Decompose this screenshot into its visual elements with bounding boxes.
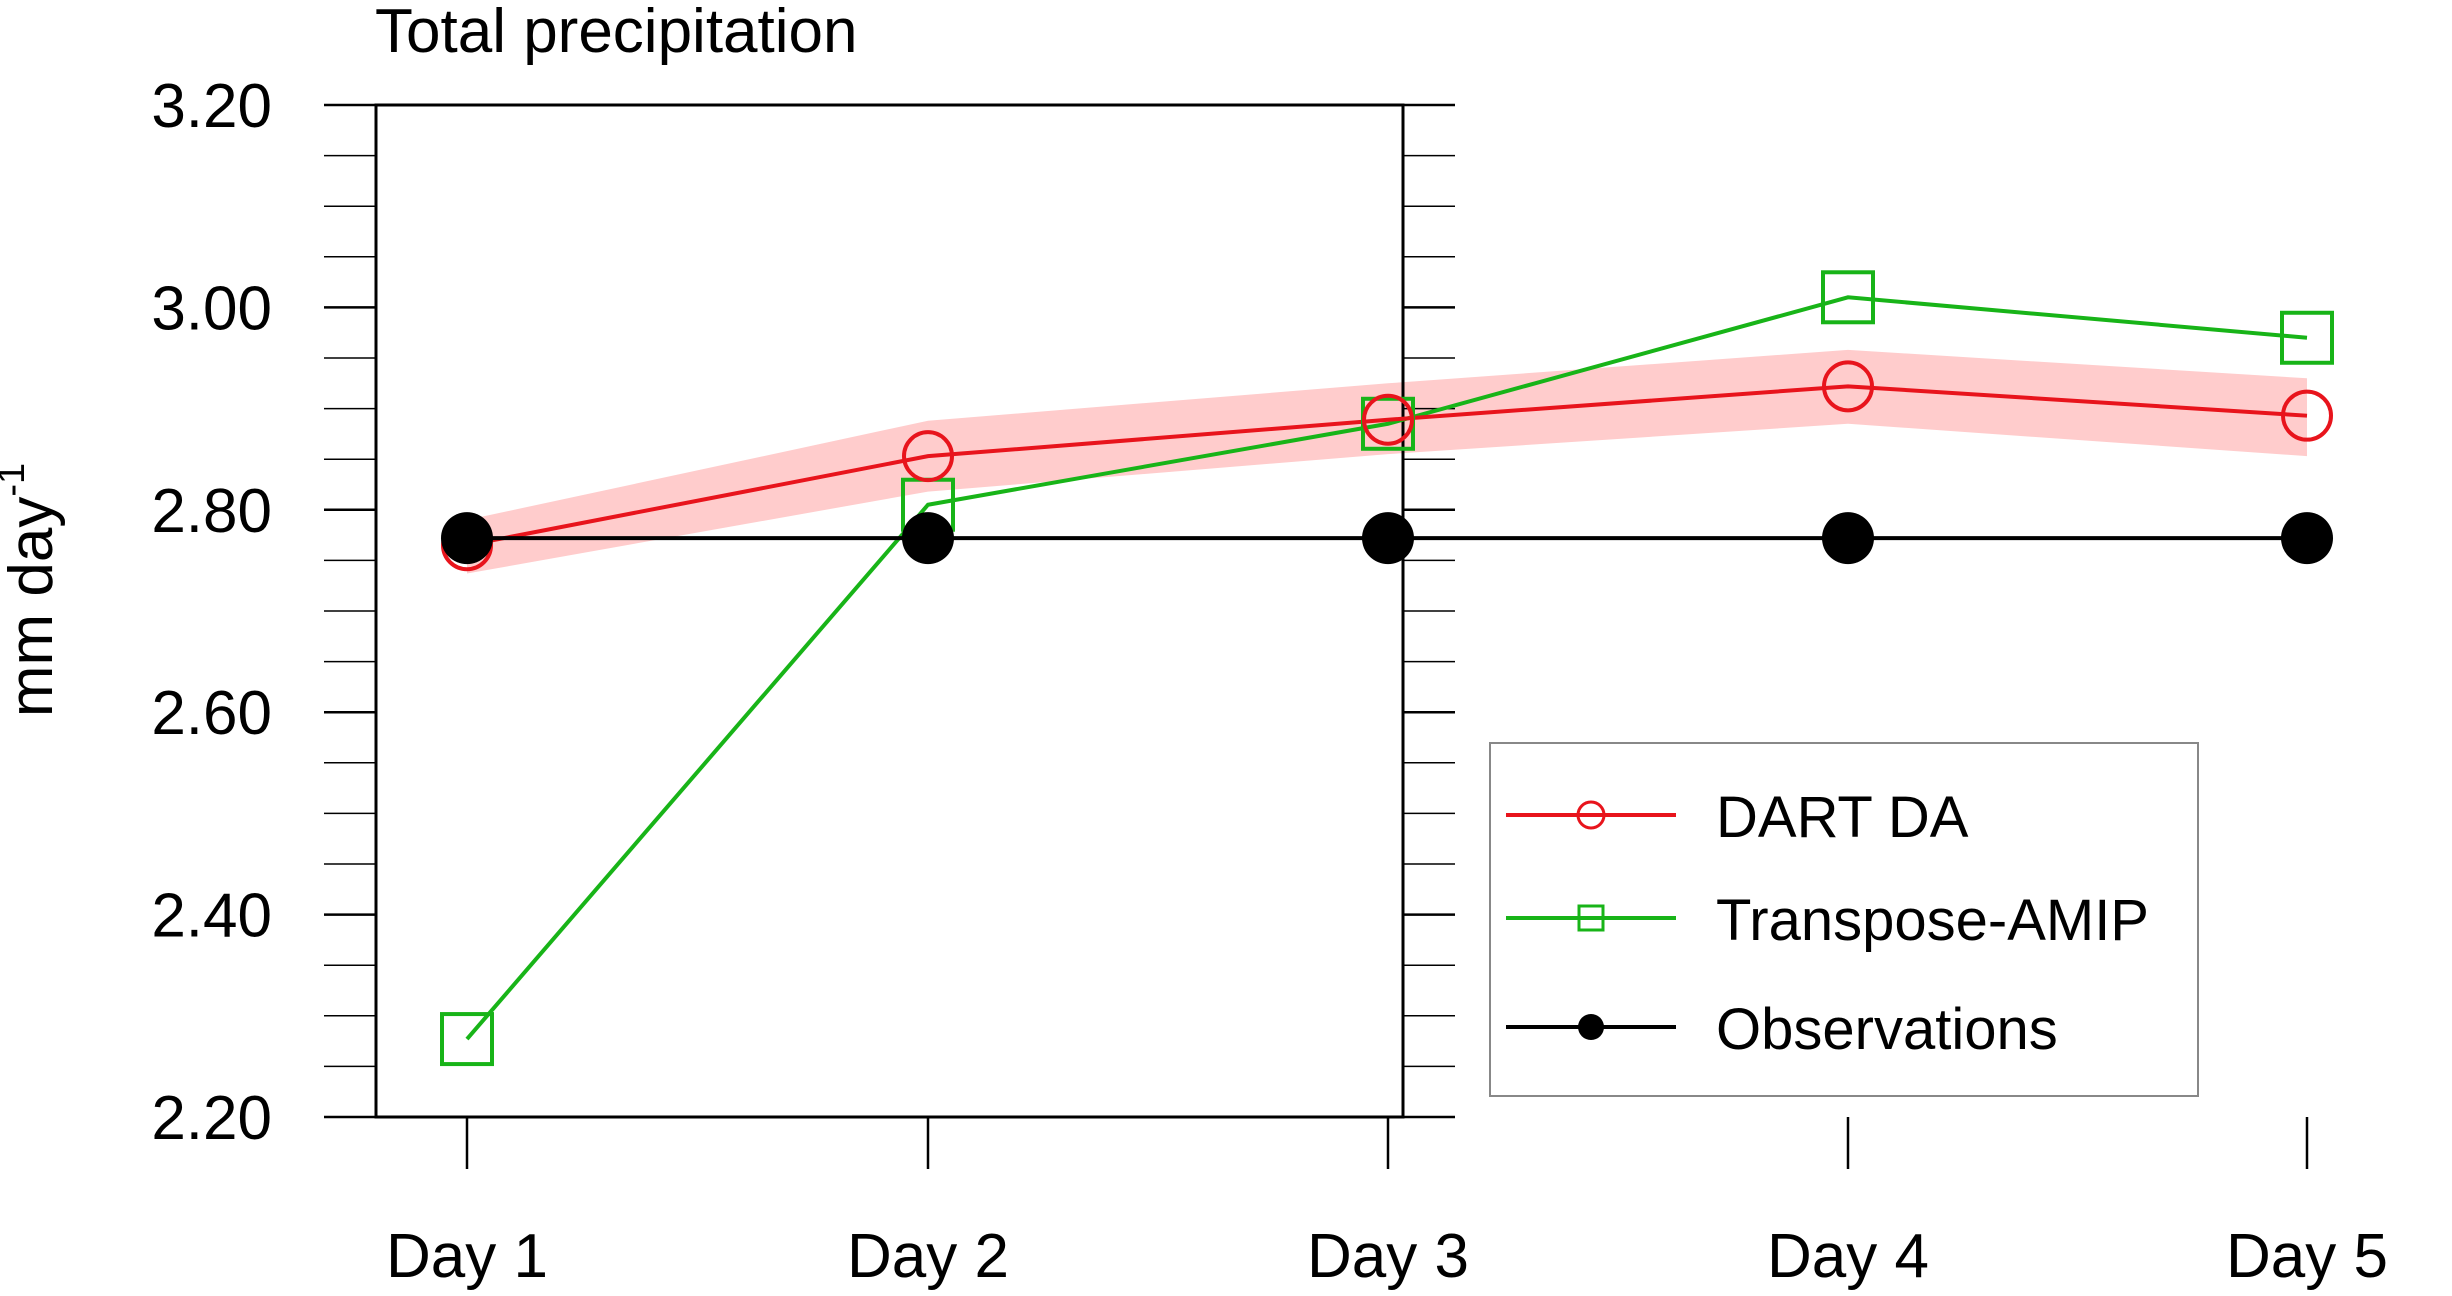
series-layer (440, 270, 2334, 1067)
y-tick-label: 3.20 (151, 72, 272, 141)
data-point-square-open (2280, 310, 2334, 365)
data-point-circle-filled (902, 512, 954, 565)
uncertainty-band-layer (467, 349, 2307, 574)
series-line (466, 384, 2308, 548)
data-point-circle-filled (2281, 512, 2333, 565)
uncertainty-band (467, 349, 2307, 574)
x-tick-label: Day 2 (847, 1222, 1009, 1291)
legend-square-open-marker (1577, 904, 1605, 932)
y-tick-label: 3.00 (151, 274, 272, 343)
y-tick-label: 2.20 (151, 1084, 272, 1153)
y-axis-label: mm day-1 (0, 463, 66, 717)
legend-label-observations: Observations (1716, 997, 2058, 1062)
data-point-circle-open (2281, 389, 2333, 442)
series-line (465, 295, 2308, 1041)
y-axis-label-exponent: -1 (0, 463, 33, 497)
x-tick-label: Day 5 (2226, 1222, 2388, 1291)
legend-entry-transpose-amip: Transpose-AMIP (1506, 888, 2149, 953)
legend-label-dart-da: DART DA (1716, 785, 1969, 850)
legend-entry-dart-da: DART DA (1506, 785, 1969, 850)
y-tick-label: 2.40 (151, 882, 272, 951)
legend-entry-observations: Observations (1506, 997, 2058, 1062)
y-axis-label-main: mm day (0, 497, 66, 717)
data-point-circle-open (1362, 393, 1414, 446)
data-point-circle-filled (1362, 512, 1414, 565)
data-point-circle-open (902, 430, 954, 483)
legend: DART DA Transpose-AMIP Observations (1489, 742, 2199, 1097)
data-point-circle-filled (1822, 512, 1874, 565)
legend-circle-filled-marker (1578, 1014, 1604, 1040)
x-tick-label: Day 3 (1307, 1222, 1469, 1291)
data-point-circle-open (1822, 360, 1874, 413)
data-point-square-open (1821, 270, 1875, 325)
data-point-circle-filled (441, 512, 493, 565)
chart-title: Total precipitation (375, 0, 858, 66)
plot-frame (374, 103, 1405, 1119)
data-point-square-open (440, 1012, 494, 1067)
x-tick-label: Day 4 (1767, 1222, 1929, 1291)
x-axis-ticks: Day 1 Day 2 Day 3 Day 4 Day 5 (386, 1117, 2388, 1291)
y-minor-ticks (324, 154, 1455, 1068)
legend-label-transpose-amip: Transpose-AMIP (1716, 888, 2149, 953)
y-axis-ticks: 2.20 2.40 2.60 2.80 3.00 3.20 (151, 72, 1455, 1153)
y-tick-label: 2.80 (151, 477, 272, 546)
x-tick-label: Day 1 (386, 1222, 548, 1291)
y-tick-label: 2.60 (151, 679, 272, 748)
svg-text:mm day-1: mm day-1 (0, 463, 66, 717)
legend-circle-open-marker (1576, 800, 1606, 830)
